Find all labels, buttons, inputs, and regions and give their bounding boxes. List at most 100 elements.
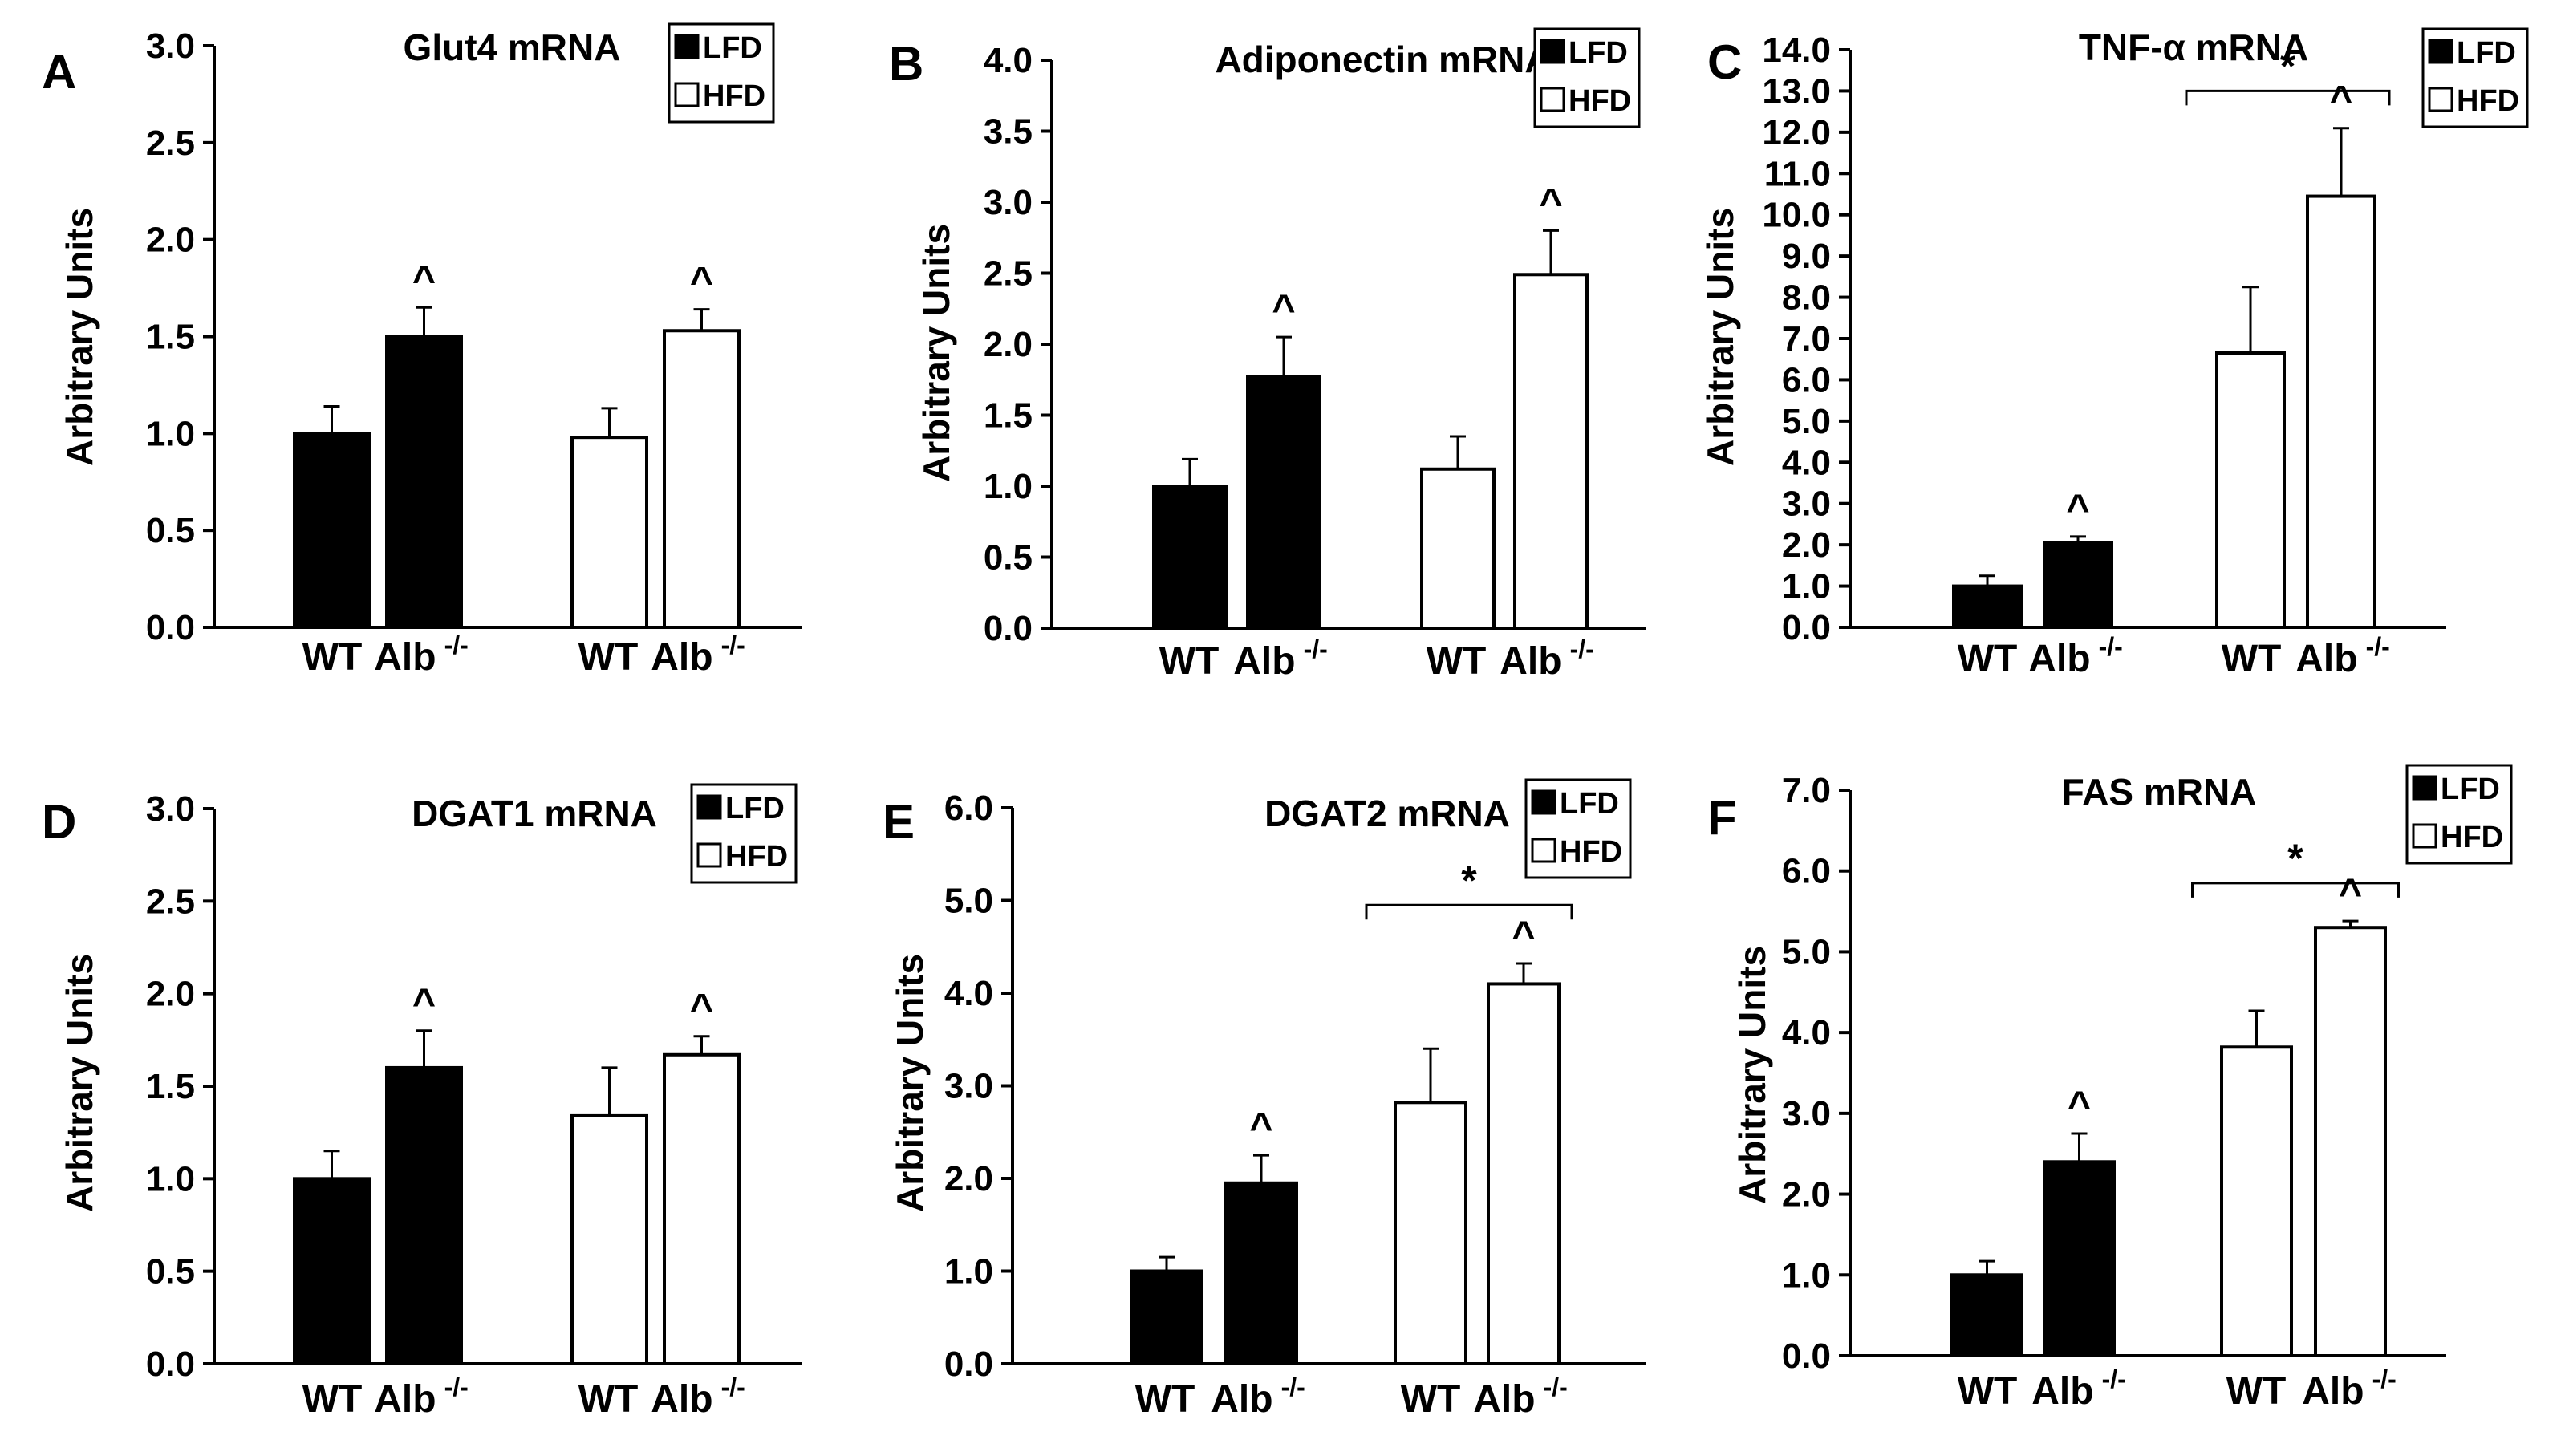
- bar-lfd: [1950, 1273, 2023, 1358]
- panel-a: A Glut4 mRNA Arbitrary Units 0.0 0.5 1.0 1.5 2.…: [42, 22, 802, 679]
- significance-mark: ^: [1272, 286, 1295, 331]
- panel-letter: E: [883, 795, 915, 849]
- knockout-superscript: -/-: [2366, 632, 2390, 661]
- y-tick-label: 3.0: [944, 1067, 993, 1106]
- y-tick-label: 3.0: [146, 789, 195, 829]
- category-label: Alb -/-: [2302, 1365, 2397, 1413]
- bar-lfd: [2043, 1160, 2116, 1358]
- category-name: Alb: [1233, 640, 1295, 683]
- y-tick-label: 3.5: [984, 112, 1033, 152]
- y-tick-label: 0.0: [944, 1344, 993, 1384]
- bar-hfd: [2215, 351, 2286, 629]
- y-axis-label: Arbitrary Units: [915, 224, 957, 482]
- y-tick-label: 7.0: [1782, 771, 1831, 810]
- panel-c: C TNF-α mRNA Arbitrary Units 0.01.02.03.04.…: [1699, 26, 2529, 680]
- knockout-superscript: -/-: [721, 1373, 745, 1401]
- knockout-superscript: -/-: [444, 1373, 469, 1401]
- significance-mark: ^: [2068, 1083, 2091, 1128]
- legend-swatch-hfd: [674, 82, 700, 107]
- bar-hfd: [1513, 273, 1589, 630]
- category-label: WT: [578, 636, 639, 679]
- panel-f: F FAS mRNA Arbitrary Units 0.0 1.0 2.0 3.0 4.0 5…: [1707, 764, 2513, 1413]
- category-name: WT: [2226, 1370, 2287, 1413]
- knockout-superscript: -/-: [1304, 635, 1328, 663]
- category-label: WT: [1958, 638, 2018, 680]
- category-name: Alb: [2295, 638, 2357, 680]
- category-name: WT: [302, 1378, 363, 1421]
- y-tick-label: 7.0: [1782, 319, 1831, 359]
- bar-lfd: [1952, 584, 2023, 629]
- y-tick-label: 0.0: [146, 608, 195, 647]
- knockout-superscript: -/-: [2102, 1365, 2126, 1393]
- y-tick-label: 0.5: [146, 511, 195, 550]
- category-name: Alb: [651, 1378, 712, 1421]
- y-tick-label: 4.0: [944, 974, 993, 1013]
- bar-lfd: [385, 335, 463, 629]
- chart-title: Glut4 mRNA: [404, 26, 621, 68]
- panel-letter: A: [42, 45, 76, 99]
- category-name: WT: [1958, 1370, 2018, 1413]
- category-label: Alb -/-: [374, 1373, 469, 1421]
- category-label: Alb -/-: [1500, 635, 1594, 683]
- knockout-superscript: -/-: [1544, 1373, 1568, 1401]
- bar-hfd: [663, 1052, 741, 1365]
- y-tick-label: 1.5: [984, 396, 1033, 436]
- bar-lfd: [1246, 375, 1321, 630]
- category-name: Alb: [1500, 640, 1561, 683]
- y-tick-label: 9.0: [1782, 237, 1831, 276]
- y-tick-label: 0.0: [1782, 608, 1831, 647]
- bar-hfd: [663, 329, 741, 629]
- y-tick-label: 0.0: [1782, 1336, 1831, 1376]
- significance-bracket: [2191, 882, 2400, 898]
- knockout-superscript: -/-: [1281, 1373, 1305, 1401]
- legend-label: LFD: [1560, 787, 1619, 821]
- legend-label: LFD: [2441, 773, 2500, 806]
- y-axis-label: Arbitrary Units: [1731, 946, 1773, 1204]
- category-name: WT: [1427, 640, 1487, 683]
- y-tick-label: 1.0: [146, 1159, 195, 1198]
- category-label: WT: [1135, 1378, 1195, 1421]
- significance-mark: ^: [690, 259, 713, 304]
- y-axis-label: Arbitrary Units: [889, 954, 931, 1212]
- category-label: WT: [2222, 638, 2282, 680]
- bar-hfd: [570, 436, 648, 630]
- bar-lfd: [1224, 1181, 1298, 1366]
- category-name: Alb: [1473, 1378, 1535, 1421]
- y-tick-label: 1.0: [944, 1252, 993, 1292]
- significance-mark: ^: [690, 986, 713, 1031]
- panel-letter: D: [42, 795, 76, 849]
- legend-label: LFD: [703, 31, 762, 65]
- y-tick-label: 5.0: [944, 882, 993, 921]
- category-label: Alb -/-: [374, 631, 469, 679]
- significance-bracket: [1365, 903, 1573, 920]
- y-tick-label: 1.5: [146, 318, 195, 357]
- y-tick-label: 0.0: [984, 609, 1033, 648]
- significance-mark: ^: [1249, 1105, 1272, 1150]
- y-tick-label: 2.5: [146, 124, 195, 163]
- y-tick-label: 13.0: [1762, 71, 1831, 111]
- y-tick-label: 6.0: [1782, 852, 1831, 891]
- y-tick-label: 0.5: [984, 538, 1033, 578]
- bar-hfd: [1487, 982, 1561, 1365]
- legend-label: HFD: [725, 840, 788, 874]
- legend-swatch-lfd: [674, 34, 700, 59]
- knockout-superscript: -/-: [2099, 632, 2123, 661]
- panel-b: B Adiponectin mRNA Arbitrary Units 0.0 0.5 1.…: [889, 27, 1646, 683]
- panel-letter: C: [1707, 35, 1742, 89]
- category-label: WT: [1958, 1370, 2018, 1413]
- category-name: Alb: [2302, 1370, 2364, 1413]
- legend-swatch-lfd: [1531, 789, 1556, 815]
- category-label: WT: [2226, 1370, 2287, 1413]
- category-name: Alb: [651, 636, 712, 679]
- legend-label: LFD: [725, 792, 785, 825]
- y-tick-label: 12.0: [1762, 113, 1831, 152]
- bar-hfd: [2220, 1045, 2293, 1358]
- y-tick-label: 5.0: [1782, 402, 1831, 441]
- legend-label: HFD: [703, 79, 765, 113]
- category-name: Alb: [1211, 1378, 1272, 1421]
- category-label: WT: [1159, 640, 1220, 683]
- category-label: Alb -/-: [2028, 632, 2123, 680]
- y-tick-label: 6.0: [1782, 360, 1831, 399]
- y-tick-label: 8.0: [1782, 278, 1831, 318]
